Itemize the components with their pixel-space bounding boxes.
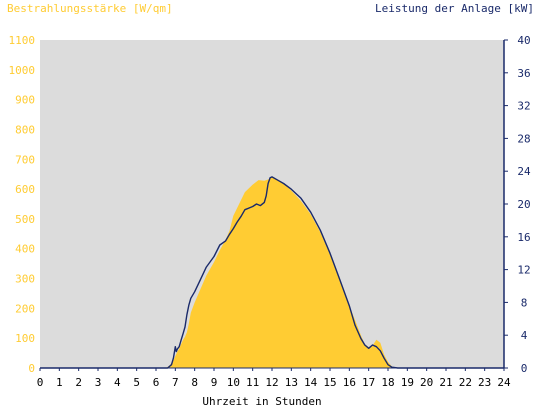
x-tick-label: 0	[37, 376, 44, 389]
y-right-tick-label: 12	[517, 264, 530, 277]
x-tick-label: 10	[227, 376, 240, 389]
x-tick-label: 2	[75, 376, 82, 389]
y-left-tick-label: 500	[15, 213, 35, 226]
axes-layer	[39, 39, 508, 371]
irradiance-area	[40, 177, 504, 368]
tick-labels-layer: 0 1 2 3 4 5 6 7 8 9 10 11 12 13 14 15 16 17 18 19 20 21 22 23 24…	[9, 34, 531, 389]
x-tick-label: 3	[95, 376, 102, 389]
power-line	[40, 176, 504, 369]
y-right-tick-label: 0	[521, 362, 528, 375]
y-right-tick-label: 20	[517, 198, 530, 211]
y-left-tick-label: 1000	[9, 64, 36, 77]
x-tick-label: 19	[401, 376, 414, 389]
left-axis-title: Bestrahlungsstärke [W/qm]	[7, 2, 173, 15]
x-tick-label: 23	[478, 376, 491, 389]
x-tick-label: 24	[497, 376, 511, 389]
x-tick-label: 5	[133, 376, 140, 389]
x-tick-label: 21	[439, 376, 452, 389]
y-right-tick-label: 40	[517, 34, 530, 47]
x-tick-label: 14	[304, 376, 318, 389]
y-left-tick-label: 700	[15, 153, 35, 166]
y-left-tick-label: 900	[15, 94, 35, 107]
x-tick-label: 12	[265, 376, 278, 389]
y-right-tick-label: 24	[517, 165, 531, 178]
x-tick-label: 22	[459, 376, 472, 389]
y-left-tick-label: 1100	[9, 34, 36, 47]
x-tick-label: 17	[362, 376, 375, 389]
y-left-tick-label: 400	[15, 243, 35, 256]
x-tick-label: 8	[191, 376, 198, 389]
y-left-tick-label: 0	[28, 362, 35, 375]
irradiance-area-layer	[40, 177, 504, 368]
y-right-tick-label: 8	[521, 296, 528, 309]
power-line-layer	[40, 176, 504, 369]
right-axis-title: Leistung der Anlage [kW]	[375, 2, 534, 15]
y-left-tick-label: 200	[15, 302, 35, 315]
x-axis-title: Uhrzeit in Stunden	[202, 395, 321, 408]
y-left-tick-label: 100	[15, 332, 35, 345]
y-right-tick-label: 36	[517, 67, 530, 80]
y-left-tick-label: 800	[15, 123, 35, 136]
x-tick-label: 1	[56, 376, 63, 389]
x-tick-label: 13	[285, 376, 298, 389]
x-tick-label: 15	[323, 376, 336, 389]
y-left-tick-label: 300	[15, 273, 35, 286]
x-tick-label: 7	[172, 376, 179, 389]
y-left-tick-label: 600	[15, 183, 35, 196]
x-tick-label: 4	[114, 376, 121, 389]
x-tick-label: 6	[153, 376, 160, 389]
x-tick-label: 20	[420, 376, 433, 389]
x-tick-label: 11	[246, 376, 259, 389]
y-right-tick-label: 32	[517, 100, 530, 113]
x-tick-label: 9	[211, 376, 218, 389]
y-right-tick-label: 4	[521, 329, 528, 342]
y-right-tick-label: 16	[517, 231, 530, 244]
x-tick-label: 18	[381, 376, 394, 389]
x-tick-label: 16	[343, 376, 356, 389]
y-right-tick-label: 28	[517, 132, 530, 145]
